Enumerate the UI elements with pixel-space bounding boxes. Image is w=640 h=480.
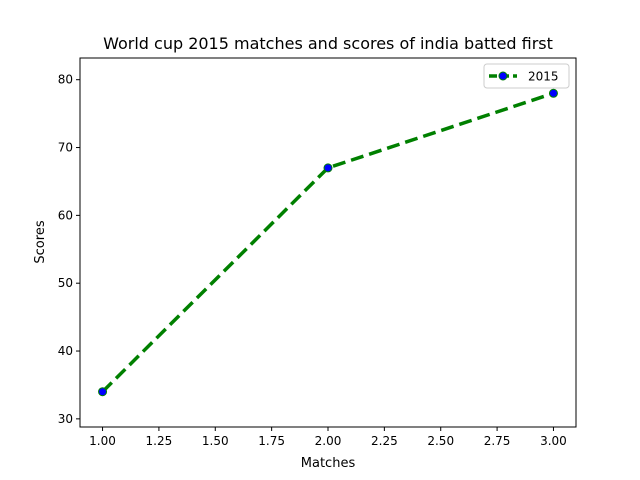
x-tick-label: 1.50 — [202, 434, 229, 448]
y-tick-label: 40 — [58, 344, 73, 358]
x-tick-label: 1.00 — [89, 434, 116, 448]
data-point — [98, 387, 108, 397]
legend: 2015 — [483, 63, 570, 89]
x-tick-label: 2.75 — [484, 434, 511, 448]
x-tick-label: 3.00 — [540, 434, 567, 448]
chart-title: World cup 2015 matches and scores of ind… — [103, 34, 553, 53]
y-axis-label: Scores — [33, 220, 48, 263]
y-tick-label: 60 — [58, 208, 73, 222]
x-tick-label: 1.75 — [258, 434, 285, 448]
data-point — [548, 88, 558, 98]
legend-marker — [498, 71, 508, 81]
legend-label: 2015 — [528, 70, 559, 84]
x-tick-label: 2.50 — [427, 434, 454, 448]
y-tick-label: 30 — [58, 412, 73, 426]
data-point — [323, 163, 333, 173]
series-line-2015 — [101, 91, 555, 393]
y-tick-label: 70 — [58, 141, 73, 155]
x-tick-label: 1.25 — [146, 434, 173, 448]
x-axis-label: Matches — [301, 456, 356, 471]
x-tick-label: 2.25 — [371, 434, 398, 448]
y-tick-label: 50 — [58, 276, 73, 290]
legend-box — [483, 63, 570, 89]
x-tick-label: 2.00 — [315, 434, 342, 448]
y-tick-label: 80 — [58, 73, 73, 87]
